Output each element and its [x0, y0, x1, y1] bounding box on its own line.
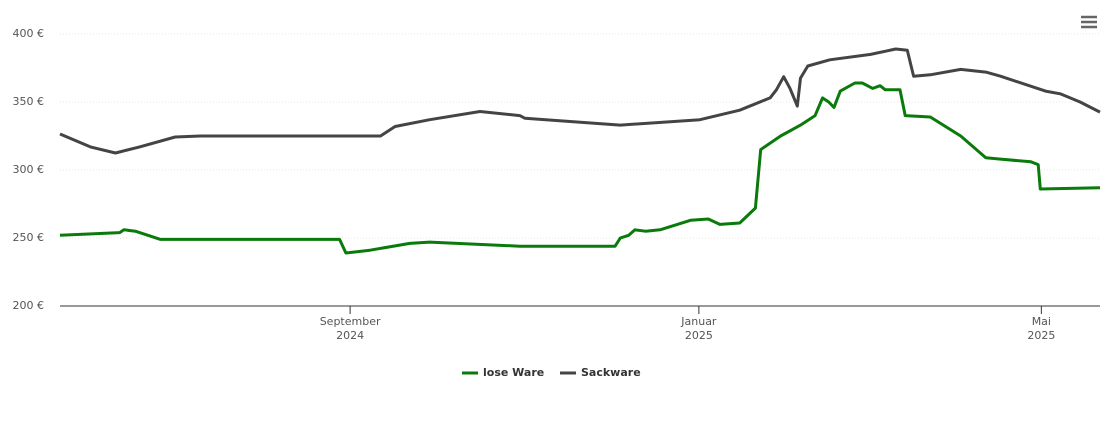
x-tick-label: Mai — [1032, 315, 1051, 328]
y-tick-label: 300 € — [13, 163, 45, 176]
y-tick-label: 350 € — [13, 95, 45, 108]
menu-button[interactable] — [1080, 14, 1098, 30]
legend: lose Ware Sackware — [462, 366, 641, 379]
legend-label: lose Ware — [483, 366, 544, 379]
y-tick-label: 250 € — [13, 231, 45, 244]
x-tick-label: 2025 — [685, 329, 713, 342]
x-tick-label: September — [320, 315, 381, 328]
series-line — [59, 81, 1101, 255]
series-line — [59, 47, 1101, 155]
x-tick-label: 2024 — [336, 329, 364, 342]
legend-label: Sackware — [581, 366, 641, 379]
x-tick-label: Januar — [680, 315, 717, 328]
y-tick-label: 400 € — [13, 27, 45, 40]
y-tick-label: 200 € — [13, 299, 45, 312]
x-tick-label: 2025 — [1027, 329, 1055, 342]
